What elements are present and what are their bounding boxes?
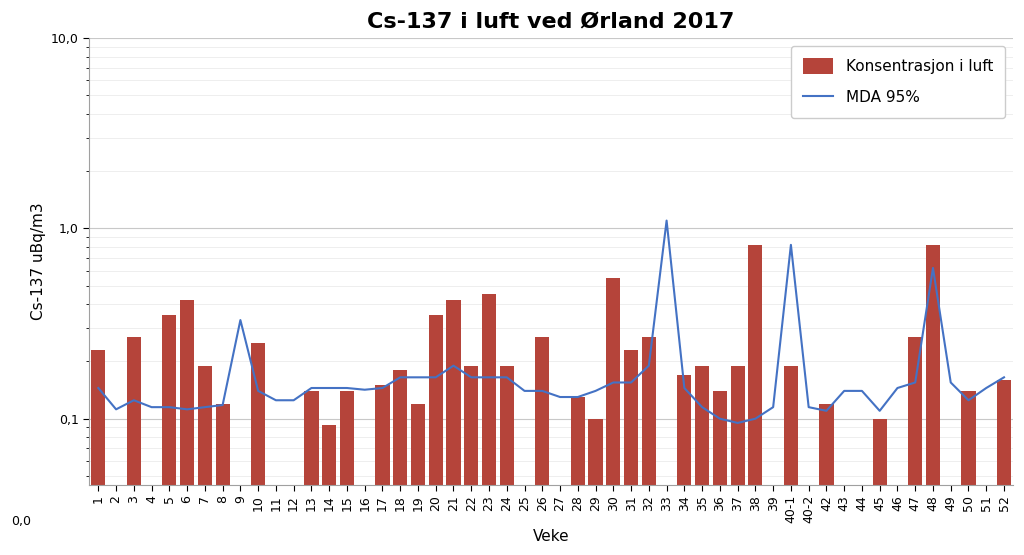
MDA 95% [997, 374, 1010, 381]
Bar [713, 391, 727, 555]
Bar [340, 391, 354, 555]
MDA 95% [163, 404, 175, 411]
Title: Cs-137 i luft ved Ørland 2017: Cs-137 i luft ved Ørland 2017 [368, 11, 735, 31]
Bar [127, 337, 141, 555]
Y-axis label: Cs-137 uBq/m3: Cs-137 uBq/m3 [31, 203, 46, 320]
Line: MDA 95%: MDA 95% [98, 220, 1004, 423]
MDA 95% [696, 404, 709, 411]
MDA 95% [660, 217, 673, 224]
Bar [429, 315, 442, 555]
Bar [393, 370, 408, 555]
Bar [926, 245, 940, 555]
MDA 95% [518, 387, 530, 394]
MDA 95% [571, 393, 584, 400]
Bar [180, 300, 195, 555]
Bar [570, 397, 585, 555]
Bar [323, 425, 336, 555]
MDA 95% [643, 362, 655, 369]
Bar [819, 403, 834, 555]
Bar [198, 366, 212, 555]
Bar [304, 391, 318, 555]
Bar [783, 366, 798, 555]
Bar [446, 300, 461, 555]
Bar [464, 366, 478, 555]
Bar [500, 366, 514, 555]
Bar [624, 350, 638, 555]
Bar [215, 403, 229, 555]
MDA 95% [731, 420, 743, 426]
Bar [749, 245, 763, 555]
Bar [962, 391, 976, 555]
Bar [91, 350, 105, 555]
Bar [908, 337, 923, 555]
Bar [482, 295, 496, 555]
Bar [642, 337, 656, 555]
Bar [536, 337, 550, 555]
Bar [872, 418, 887, 555]
Bar [730, 366, 744, 555]
MDA 95% [412, 374, 424, 381]
MDA 95% [92, 385, 104, 391]
Legend: Konsentrasjon i luft, MDA 95%: Konsentrasjon i luft, MDA 95% [791, 46, 1006, 118]
Bar [376, 385, 389, 555]
Bar [589, 418, 603, 555]
Bar [162, 315, 176, 555]
Bar [997, 380, 1011, 555]
Text: 0,0: 0,0 [11, 515, 31, 528]
Bar [251, 343, 265, 555]
Bar [606, 278, 621, 555]
X-axis label: Veke: Veke [532, 529, 569, 544]
Bar [695, 366, 710, 555]
Bar [677, 375, 691, 555]
Bar [411, 403, 425, 555]
